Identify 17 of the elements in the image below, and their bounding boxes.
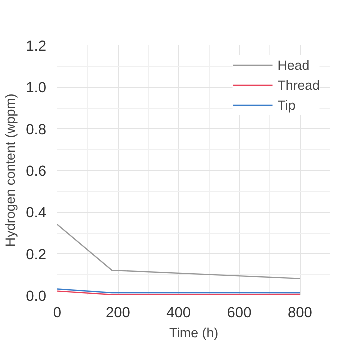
y-tick-label: 0.4 xyxy=(26,206,46,222)
x-tick-label: 200 xyxy=(106,306,130,322)
legend-label: Head xyxy=(278,58,310,72)
x-tick-label: 800 xyxy=(288,306,312,322)
x-tick-label: 400 xyxy=(166,306,192,322)
x-axis-title: Time (h) xyxy=(169,326,219,340)
y-tick-label: 1.0 xyxy=(26,80,46,97)
x-tick-label: 600 xyxy=(227,306,252,322)
x-tick-label: 0 xyxy=(53,306,62,322)
legend-label: Thread xyxy=(278,78,320,92)
y-tick-label: 1.2 xyxy=(26,39,46,55)
y-axis-title: Hydrogen content (wppm) xyxy=(3,94,18,248)
y-tick-label: 0.6 xyxy=(26,164,46,180)
y-tick-label: 0.8 xyxy=(26,122,46,138)
y-tick-label: 0.0 xyxy=(26,289,46,305)
y-tick-label: 0.2 xyxy=(26,247,46,264)
legend-label: Tip xyxy=(278,98,297,112)
